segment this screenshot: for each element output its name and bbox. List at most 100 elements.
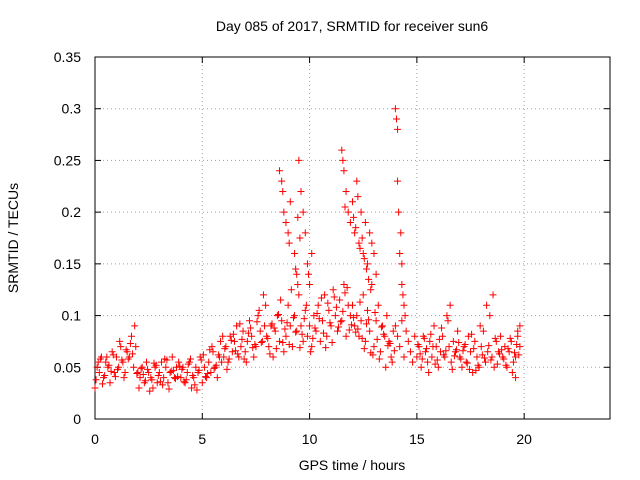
- data-point: [99, 380, 107, 388]
- data-point: [264, 334, 272, 342]
- data-point: [240, 355, 248, 363]
- data-point: [327, 322, 335, 330]
- data-point: [243, 337, 251, 345]
- x-tick-label: 10: [302, 431, 318, 447]
- data-point: [329, 286, 337, 294]
- data-point: [94, 358, 102, 366]
- data-point: [114, 365, 122, 373]
- x-axis-label: GPS time / hours: [299, 457, 406, 473]
- data-point: [369, 351, 377, 359]
- data-point: [236, 320, 244, 328]
- data-point: [340, 167, 348, 175]
- data-point: [235, 353, 243, 361]
- data-point: [192, 363, 200, 371]
- data-point: [237, 343, 245, 351]
- data-point: [95, 368, 103, 376]
- data-point: [332, 303, 340, 311]
- data-point: [154, 372, 162, 380]
- data-point: [383, 312, 391, 320]
- data-point: [180, 378, 188, 386]
- data-point: [254, 312, 262, 320]
- data-point: [118, 356, 126, 364]
- data-point: [312, 327, 320, 335]
- data-point: [400, 353, 408, 361]
- data-point: [454, 327, 462, 335]
- data-point: [396, 343, 404, 351]
- data-point: [482, 358, 490, 366]
- data-point: [485, 342, 493, 350]
- data-point: [418, 355, 426, 363]
- data-point: [462, 358, 470, 366]
- data-point: [398, 281, 406, 289]
- data-point: [357, 208, 365, 216]
- data-point: [293, 327, 301, 335]
- y-tick-label: 0.2: [62, 204, 82, 220]
- data-point: [195, 366, 203, 374]
- data-point: [382, 363, 390, 371]
- data-point: [269, 353, 277, 361]
- data-point: [141, 377, 149, 385]
- data-point: [515, 351, 523, 359]
- data-point: [111, 373, 119, 381]
- data-point: [372, 270, 380, 278]
- data-point: [365, 275, 373, 283]
- data-point: [449, 337, 457, 345]
- data-point: [344, 208, 352, 216]
- data-point: [424, 358, 432, 366]
- data-point: [306, 281, 314, 289]
- data-point: [103, 353, 111, 361]
- data-point: [343, 284, 351, 292]
- data-point: [349, 198, 356, 206]
- data-point: [336, 296, 344, 304]
- data-point: [357, 317, 365, 325]
- data-point: [386, 339, 394, 347]
- data-point: [130, 363, 138, 371]
- data-point: [438, 324, 446, 332]
- data-point: [330, 293, 338, 301]
- data-point: [281, 325, 289, 333]
- data-point: [280, 348, 288, 356]
- data-point: [131, 322, 139, 330]
- data-point: [338, 146, 346, 154]
- data-point: [429, 343, 437, 351]
- data-point: [430, 322, 438, 330]
- data-point: [253, 318, 261, 326]
- data-point: [101, 372, 109, 380]
- data-point: [305, 270, 313, 278]
- data-point: [313, 310, 321, 318]
- data-point: [326, 319, 334, 327]
- data-point: [238, 335, 246, 343]
- data-point: [105, 361, 113, 369]
- data-point: [370, 250, 378, 258]
- data-point: [232, 347, 240, 355]
- data-point: [270, 324, 278, 332]
- y-axis-label: SRMTID / TECUs: [5, 183, 21, 293]
- data-point: [497, 332, 505, 340]
- data-point: [146, 387, 154, 395]
- data-point: [228, 348, 236, 356]
- data-point: [296, 234, 304, 242]
- data-point: [295, 156, 303, 164]
- data-point: [282, 218, 290, 226]
- data-point: [367, 286, 375, 294]
- data-point: [431, 360, 439, 368]
- data-point: [193, 386, 201, 394]
- data-point: [108, 348, 116, 356]
- data-point: [173, 363, 181, 371]
- x-tick-label: 0: [91, 431, 99, 447]
- data-point: [339, 156, 347, 164]
- data-point: [160, 374, 168, 382]
- data-point: [366, 327, 374, 335]
- data-point: [512, 374, 520, 382]
- data-point: [167, 367, 175, 375]
- data-point: [398, 317, 406, 325]
- data-point: [278, 317, 286, 325]
- data-point: [183, 368, 191, 376]
- data-point: [317, 294, 325, 302]
- data-point: [486, 312, 494, 320]
- data-point: [455, 338, 463, 346]
- data-point: [213, 374, 221, 382]
- data-point: [322, 344, 330, 352]
- data-point: [364, 306, 372, 314]
